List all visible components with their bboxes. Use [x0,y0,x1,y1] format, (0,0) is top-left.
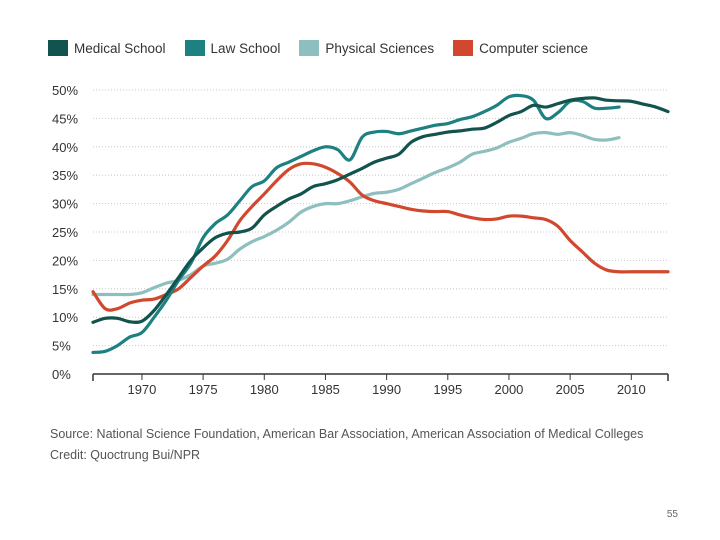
y-tick-label: 0% [52,367,71,382]
legend-swatch [453,40,474,56]
y-tick-label: 45% [52,111,78,126]
x-tick-label: 1980 [250,382,279,397]
legend-swatch [48,40,68,56]
legend-swatch [299,40,320,56]
legend-item-medical-school: Medical School [48,40,166,56]
y-tick-label: 50% [52,83,78,98]
page-number: 55 [666,509,678,520]
legend-label: Computer science [479,40,588,56]
x-tick-label: 1990 [372,382,401,397]
line-chart: 0% 5% 10% 15% 20% 25% 30% 35% 40% 45% 50% 1970 1975 1… [52,83,670,397]
y-tick-label: 40% [52,140,78,155]
credit-note: Credit: Quoctrung Bui/NPR [50,448,201,462]
y-tick-label: 25% [52,225,78,240]
legend-label: Medical School [74,40,166,56]
x-tick-label: 1995 [433,382,462,397]
x-tick-label: 2000 [494,382,523,397]
series-line-computer-science [91,161,670,312]
source-note: Source: National Science Foundation, Ame… [50,427,644,441]
x-tick-label: 1970 [127,382,156,397]
series-line-medical-school [91,96,670,324]
chart-legend: Medical School Law School Physical Science… [48,38,607,58]
series-line-law-school [91,93,621,355]
y-tick-label: 35% [52,168,78,183]
legend-item-computer-science: Computer science [453,40,588,56]
x-tick-label: 1975 [189,382,218,397]
legend-label: Physical Sciences [325,40,435,56]
series-line-physical-sciences [91,130,621,297]
legend-label: Law School [210,40,281,56]
y-tick-label: 5% [52,339,71,354]
y-tick-label: 30% [52,197,78,212]
x-tick-label: 2010 [617,382,646,397]
x-tick-label: 1985 [311,382,340,397]
y-tick-label: 10% [52,310,78,325]
y-tick-label: 15% [52,282,78,297]
legend-swatch [184,40,205,56]
y-tick-label: 20% [52,253,78,268]
legend-item-physical-sciences: Physical Sciences [299,40,434,56]
legend-item-law-school: Law School [184,40,281,56]
x-tick-label: 2005 [556,382,585,397]
